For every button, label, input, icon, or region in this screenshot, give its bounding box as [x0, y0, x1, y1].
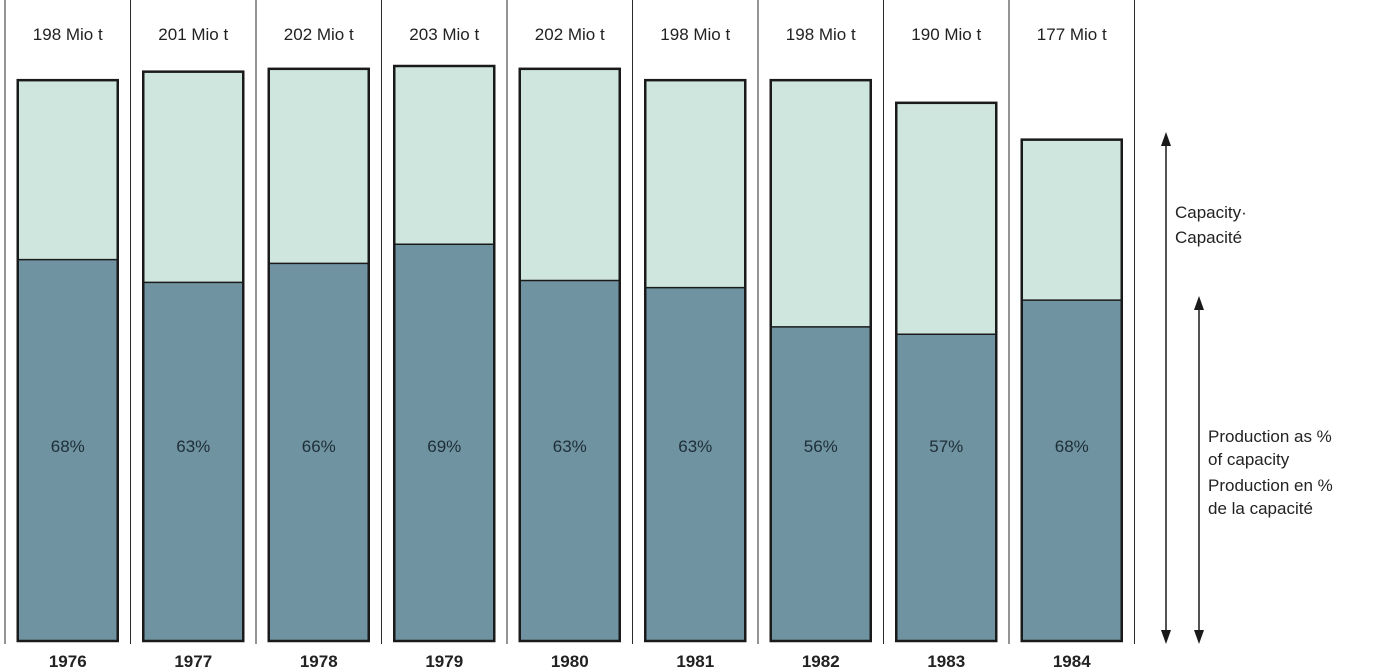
production-pct-label-1976: 68% [51, 437, 85, 456]
production-bar-1978 [268, 263, 369, 641]
production-bar-1979 [394, 244, 495, 641]
year-label-1976: 1976 [49, 652, 87, 671]
capacity-label-1980: 202 Mio t [535, 25, 605, 44]
production-bar-1981 [645, 287, 746, 641]
year-label-1977: 1977 [174, 652, 212, 671]
year-label-1983: 1983 [927, 652, 965, 671]
capacity-label-1984: 177 Mio t [1037, 25, 1107, 44]
production-pct-label-1977: 63% [176, 437, 210, 456]
year-label-1979: 1979 [425, 652, 463, 671]
production-pct-label-1983: 57% [929, 437, 963, 456]
production-bar-1983 [896, 334, 997, 641]
labels: 198 Mio t 68% 1976 201 Mio t 63% 1977 202 Mio … [33, 25, 1107, 671]
bar-outline-1980 [518, 67, 621, 643]
year-label-1978: 1978 [300, 652, 338, 671]
bar-outline-1978 [267, 67, 370, 643]
column-separators [4, 0, 1135, 644]
bar-outline-1984 [1020, 138, 1123, 643]
production-pct-label-1982: 56% [804, 437, 838, 456]
capacity-bar-1983 [896, 102, 997, 335]
production-bar-1984 [1021, 300, 1122, 641]
legend: Capacity· Capacité Production as % of ca… [1161, 132, 1333, 644]
production-bar-1976 [17, 259, 118, 641]
capacity-label-1982: 198 Mio t [786, 25, 856, 44]
production-pct-label-1978: 66% [302, 437, 336, 456]
legend-production-line-3: Production en % [1208, 476, 1333, 495]
legend-production-line-1: Production as % [1208, 427, 1332, 446]
legend-capacity-line-2: Capacité [1175, 228, 1242, 247]
bar-outline-1979 [393, 64, 496, 643]
bar-outline-1982 [769, 78, 872, 643]
capacity-label-1983: 190 Mio t [911, 25, 981, 44]
capacity-label-1979: 203 Mio t [409, 25, 479, 44]
production-arrow-head-top [1194, 296, 1204, 310]
production-bar-1977 [143, 282, 244, 641]
capacity-bar-1979 [394, 66, 495, 245]
legend-capacity-line-1: Capacity· [1175, 203, 1247, 222]
capacity-bar-1981 [645, 80, 746, 288]
year-label-1984: 1984 [1053, 652, 1091, 671]
production-pct-label-1980: 63% [553, 437, 587, 456]
bar-outline-1976 [16, 78, 119, 643]
production-pct-label-1984: 68% [1055, 437, 1089, 456]
capacity-arrow-head-top [1161, 132, 1171, 146]
legend-production-line-4: de la capacité [1208, 499, 1313, 518]
capacity-bar-1978 [268, 68, 369, 264]
year-label-1982: 1982 [802, 652, 840, 671]
production-pct-label-1979: 69% [427, 437, 461, 456]
bar-outline-1977 [142, 70, 245, 643]
capacity-bar-1977 [143, 71, 244, 283]
legend-production-line-2: of capacity [1208, 450, 1290, 469]
capacity-bar-1980 [519, 68, 620, 281]
year-label-1981: 1981 [676, 652, 714, 671]
production-bar-1982 [770, 326, 871, 641]
year-label-1980: 1980 [551, 652, 589, 671]
bars [16, 64, 1123, 643]
capacity-bar-1982 [770, 80, 871, 327]
capacity-label-1977: 201 Mio t [158, 25, 228, 44]
capacity-arrow-head-bottom [1161, 630, 1171, 644]
production-arrow-head-bottom [1194, 630, 1204, 644]
capacity-bar-1976 [17, 80, 118, 260]
capacity-bar-1984 [1021, 139, 1122, 301]
capacity-label-1978: 202 Mio t [284, 25, 354, 44]
production-pct-label-1981: 63% [678, 437, 712, 456]
capacity-label-1981: 198 Mio t [660, 25, 730, 44]
production-bar-1980 [519, 280, 620, 641]
capacity-label-1976: 198 Mio t [33, 25, 103, 44]
bar-outline-1981 [644, 78, 747, 643]
bar-outline-1983 [895, 101, 998, 643]
